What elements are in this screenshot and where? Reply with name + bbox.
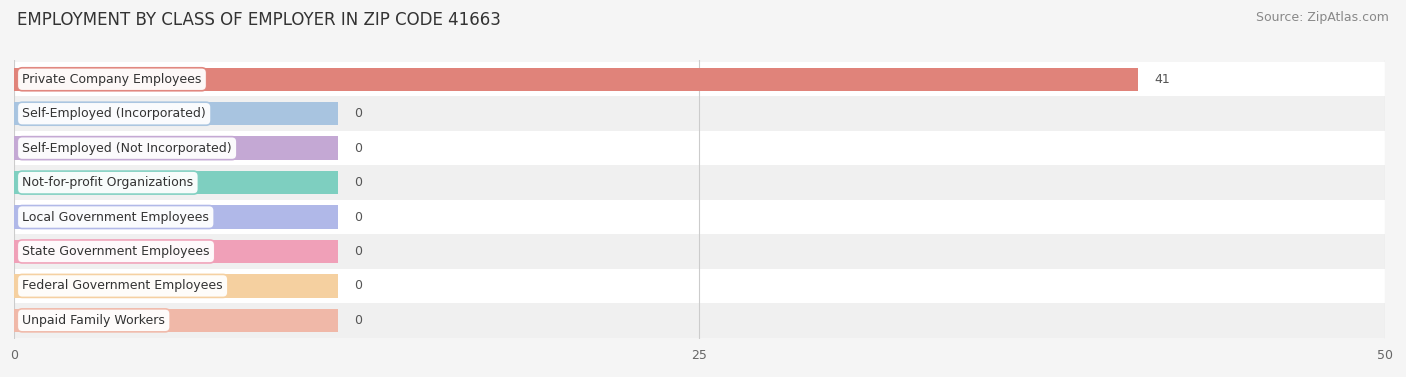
Bar [14,200,1385,234]
Text: 0: 0 [354,279,361,293]
Text: EMPLOYMENT BY CLASS OF EMPLOYER IN ZIP CODE 41663: EMPLOYMENT BY CLASS OF EMPLOYER IN ZIP C… [17,11,501,29]
Text: Private Company Employees: Private Company Employees [22,73,201,86]
Text: Federal Government Employees: Federal Government Employees [22,279,224,293]
Bar [14,303,1385,337]
Text: 0: 0 [354,142,361,155]
Text: 0: 0 [354,210,361,224]
Text: 0: 0 [354,314,361,327]
Text: 0: 0 [354,107,361,120]
Bar [14,136,337,160]
Bar [14,97,1385,131]
Text: 0: 0 [354,176,361,189]
Bar [14,240,337,263]
Bar [14,67,1139,91]
Text: State Government Employees: State Government Employees [22,245,209,258]
Bar [14,62,1385,97]
Bar [14,171,337,194]
Text: 41: 41 [1154,73,1170,86]
Text: Local Government Employees: Local Government Employees [22,210,209,224]
Text: Source: ZipAtlas.com: Source: ZipAtlas.com [1256,11,1389,24]
Bar [14,274,337,297]
Text: Not-for-profit Organizations: Not-for-profit Organizations [22,176,194,189]
Text: Unpaid Family Workers: Unpaid Family Workers [22,314,165,327]
Bar [14,166,1385,200]
Text: 0: 0 [354,245,361,258]
Bar [14,102,337,126]
Bar [14,205,337,229]
Bar [14,309,337,332]
Bar [14,234,1385,269]
Bar [14,269,1385,303]
Bar [14,131,1385,166]
Text: Self-Employed (Incorporated): Self-Employed (Incorporated) [22,107,207,120]
Text: Self-Employed (Not Incorporated): Self-Employed (Not Incorporated) [22,142,232,155]
